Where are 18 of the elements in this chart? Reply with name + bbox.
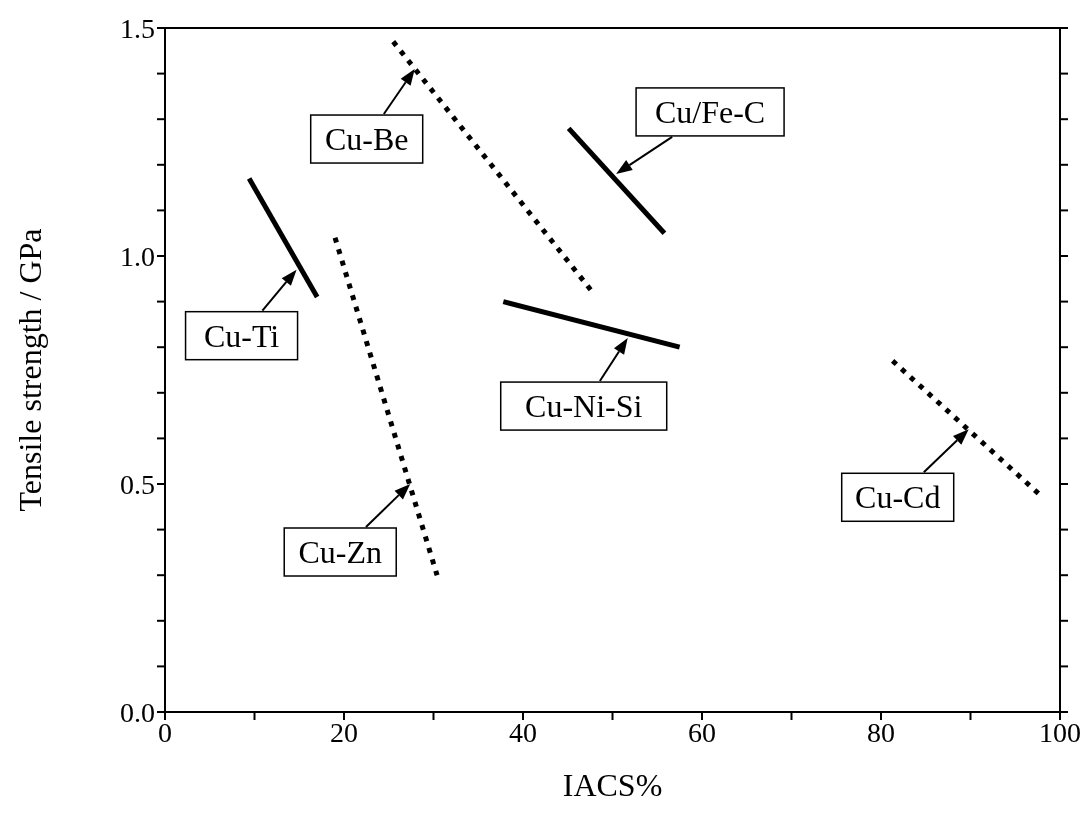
x-tick-label: 20 [330,716,358,748]
annotation: Cu-Ni-Si [525,388,643,425]
x-tick-label: 60 [688,716,716,748]
annotation: Cu-Be [324,121,409,158]
x-tick-label: 40 [509,716,537,748]
y-tick-label: 1.5 [120,12,155,44]
x-tick-label: 0 [158,716,172,748]
y-tick-label: 0.0 [120,696,155,728]
annotation: Cu-Ti [203,317,280,354]
annotation: Cu/Fe-C [654,93,766,130]
x-axis-title: IACS% [562,767,663,803]
x-tick-label: 80 [867,716,895,748]
y-tick-label: 0.5 [120,468,155,500]
annotation: Cu-Cd [855,479,941,516]
annotation: Cu-Zn [298,534,382,570]
y-tick-label: 1.0 [120,240,155,272]
y-axis-title: Tensile strength / GPa [12,228,49,512]
x-tick-label: 100 [1039,716,1081,748]
